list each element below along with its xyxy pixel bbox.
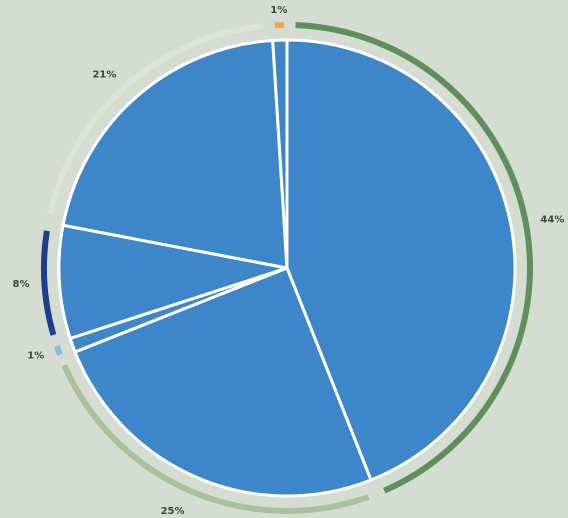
chart: 44% 25% 1% 8% 21% 1% bbox=[0, 0, 568, 518]
segment-arc bbox=[57, 346, 60, 355]
value-label: 21% bbox=[92, 69, 116, 80]
value-label: 44% bbox=[540, 215, 564, 226]
page: 44%25%1%8%21%1% (() => { const data = JS… bbox=[0, 0, 568, 518]
value-label: 8% bbox=[13, 279, 30, 290]
value-label: 1% bbox=[270, 5, 287, 16]
value-label: 1% bbox=[27, 350, 44, 361]
value-label: 25% bbox=[161, 506, 185, 517]
